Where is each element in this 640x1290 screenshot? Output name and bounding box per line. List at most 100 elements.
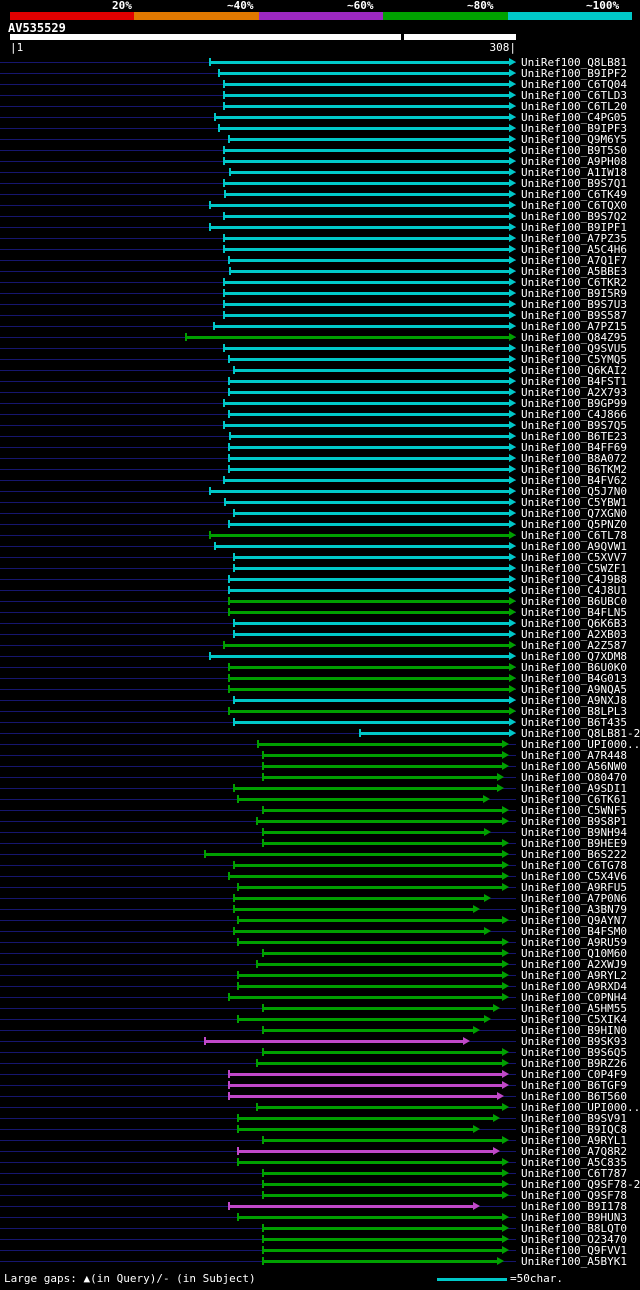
hit-label[interactable]: UniRef100_Q84Z95 xyxy=(521,331,627,344)
hit-bar[interactable] xyxy=(227,1084,504,1087)
hit-label[interactable]: UniRef100_Q7XGN0 xyxy=(521,507,627,520)
hit-label[interactable]: UniRef100_B4G013 xyxy=(521,672,627,685)
hit-label[interactable]: UniRef100_A7PZ15 xyxy=(521,320,627,333)
hit-bar[interactable] xyxy=(222,424,510,427)
hit-label[interactable]: UniRef100_Q9SF78 xyxy=(521,1189,627,1202)
hit-bar[interactable] xyxy=(217,72,510,75)
hit-label[interactable]: UniRef100_B9IQC8 xyxy=(521,1123,627,1136)
hit-label[interactable]: UniRef100_B6U0K0 xyxy=(521,661,627,674)
hit-bar[interactable] xyxy=(227,611,510,614)
hit-bar[interactable] xyxy=(217,127,510,130)
hit-bar[interactable] xyxy=(229,270,510,273)
hit-label[interactable]: UniRef100_B9T5S0 xyxy=(521,144,627,157)
hit-label[interactable]: UniRef100_B6UBC0 xyxy=(521,595,627,608)
hit-label[interactable]: UniRef100_B4FV62 xyxy=(521,474,627,487)
hit-label[interactable]: UniRef100_Q9SVU5 xyxy=(521,342,627,355)
hit-bar[interactable] xyxy=(229,171,510,174)
hit-label[interactable]: UniRef100_A7R448 xyxy=(521,749,627,762)
hit-label[interactable]: UniRef100_C0P4F9 xyxy=(521,1068,627,1081)
hit-bar[interactable] xyxy=(232,622,510,625)
hit-label[interactable]: UniRef100_A5BBE3 xyxy=(521,265,627,278)
hit-bar[interactable] xyxy=(222,215,510,218)
hit-label[interactable]: UniRef100_Q6KAI2 xyxy=(521,364,627,377)
hit-label[interactable]: UniRef100_C6TQX0 xyxy=(521,199,627,212)
hit-label[interactable]: UniRef100_B6TE23 xyxy=(521,430,627,443)
hit-label[interactable]: UniRef100_Q9SF78-2 xyxy=(521,1178,640,1191)
hit-bar[interactable] xyxy=(227,380,510,383)
hit-bar[interactable] xyxy=(255,820,504,823)
hit-bar[interactable] xyxy=(209,226,510,229)
hit-bar[interactable] xyxy=(232,512,510,515)
hit-bar[interactable] xyxy=(209,490,510,493)
hit-label[interactable]: UniRef100_B9HEE9 xyxy=(521,837,627,850)
hit-label[interactable]: UniRef100_C6TQ04 xyxy=(521,78,627,91)
hit-label[interactable]: UniRef100_A9PH08 xyxy=(521,155,627,168)
hit-bar[interactable] xyxy=(262,842,504,845)
hit-bar[interactable] xyxy=(237,886,504,889)
hit-label[interactable]: UniRef100_A5BYK1 xyxy=(521,1255,627,1268)
hit-bar[interactable] xyxy=(255,1106,504,1109)
hit-bar[interactable] xyxy=(214,545,510,548)
hit-label[interactable]: UniRef100_B9HUN3 xyxy=(521,1211,627,1224)
hit-bar[interactable] xyxy=(227,600,510,603)
hit-label[interactable]: UniRef100_B4FF69 xyxy=(521,441,627,454)
hit-label[interactable]: UniRef100_B8LQT0 xyxy=(521,1222,627,1235)
hit-label[interactable]: UniRef100_A9NQA5 xyxy=(521,683,627,696)
hit-label[interactable]: UniRef100_B8A072 xyxy=(521,452,627,465)
hit-bar[interactable] xyxy=(262,1029,474,1032)
hit-label[interactable]: UniRef100_Q9AYN7 xyxy=(521,914,627,927)
hit-label[interactable]: UniRef100_C6TKR2 xyxy=(521,276,627,289)
hit-label[interactable]: UniRef100_B9S587 xyxy=(521,309,627,322)
hit-bar[interactable] xyxy=(222,160,510,163)
hit-bar[interactable] xyxy=(227,677,510,680)
hit-label[interactable]: UniRef100_A7PZ35 xyxy=(521,232,627,245)
hit-label[interactable]: UniRef100_B9GP99 xyxy=(521,397,627,410)
hit-bar[interactable] xyxy=(222,182,510,185)
hit-bar[interactable] xyxy=(222,303,510,306)
hit-label[interactable]: UniRef100_C0PNH4 xyxy=(521,991,627,1004)
hit-bar[interactable] xyxy=(359,732,510,735)
hit-bar[interactable] xyxy=(262,1007,494,1010)
hit-label[interactable]: UniRef100_A5HM55 xyxy=(521,1002,627,1015)
hit-bar[interactable] xyxy=(262,754,504,757)
hit-bar[interactable] xyxy=(237,985,504,988)
hit-label[interactable]: UniRef100_C4J866 xyxy=(521,408,627,421)
hit-bar[interactable] xyxy=(227,413,510,416)
hit-bar[interactable] xyxy=(262,1260,499,1263)
hit-label[interactable]: UniRef100_UPI000.. xyxy=(521,738,640,751)
hit-bar[interactable] xyxy=(229,435,510,438)
hit-label[interactable]: UniRef100_C5XVV7 xyxy=(521,551,627,564)
hit-label[interactable]: UniRef100_A7Q1F7 xyxy=(521,254,627,267)
hit-bar[interactable] xyxy=(262,765,504,768)
hit-bar[interactable] xyxy=(262,1194,504,1197)
hit-bar[interactable] xyxy=(232,787,499,790)
hit-label[interactable]: UniRef100_A7P0N6 xyxy=(521,892,627,905)
hit-bar[interactable] xyxy=(232,699,510,702)
hit-bar[interactable] xyxy=(227,457,510,460)
hit-label[interactable]: UniRef100_C6T787 xyxy=(521,1167,627,1180)
hit-bar[interactable] xyxy=(227,1073,504,1076)
hit-bar[interactable] xyxy=(227,578,510,581)
hit-bar[interactable] xyxy=(222,347,510,350)
hit-bar[interactable] xyxy=(227,446,510,449)
hit-bar[interactable] xyxy=(237,974,504,977)
hit-bar[interactable] xyxy=(232,864,504,867)
hit-label[interactable]: UniRef100_B4FSM0 xyxy=(521,925,627,938)
hit-bar[interactable] xyxy=(222,94,510,97)
hit-bar[interactable] xyxy=(227,358,510,361)
hit-label[interactable]: UniRef100_A9NXJ8 xyxy=(521,694,627,707)
hit-bar[interactable] xyxy=(227,666,510,669)
hit-label[interactable]: UniRef100_A9RYL2 xyxy=(521,969,627,982)
hit-label[interactable]: UniRef100_Q10M60 xyxy=(521,947,627,960)
hit-bar[interactable] xyxy=(227,1095,499,1098)
hit-bar[interactable] xyxy=(227,138,510,141)
hit-label[interactable]: UniRef100_O23470 xyxy=(521,1233,627,1246)
hit-label[interactable]: UniRef100_B9S7Q2 xyxy=(521,210,627,223)
hit-bar[interactable] xyxy=(222,237,510,240)
hit-bar[interactable] xyxy=(227,1205,474,1208)
hit-bar[interactable] xyxy=(232,930,486,933)
hit-bar[interactable] xyxy=(209,655,510,658)
hit-label[interactable]: UniRef100_B9S6Q5 xyxy=(521,1046,627,1059)
hit-bar[interactable] xyxy=(227,996,504,999)
hit-label[interactable]: UniRef100_C5X4V6 xyxy=(521,870,627,883)
